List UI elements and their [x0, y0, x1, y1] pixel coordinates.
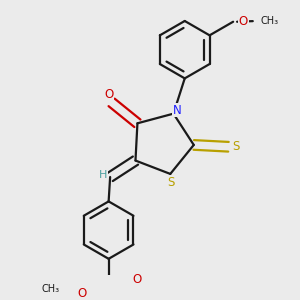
Text: O: O [238, 15, 248, 28]
Text: CH₃: CH₃ [261, 16, 279, 26]
Text: H: H [98, 169, 107, 180]
Text: CH₃: CH₃ [42, 284, 60, 294]
Text: S: S [232, 140, 240, 153]
Text: S: S [167, 176, 175, 189]
Text: N: N [173, 103, 182, 116]
Text: O: O [132, 274, 141, 286]
Text: O: O [104, 88, 113, 101]
Text: O: O [77, 287, 87, 300]
